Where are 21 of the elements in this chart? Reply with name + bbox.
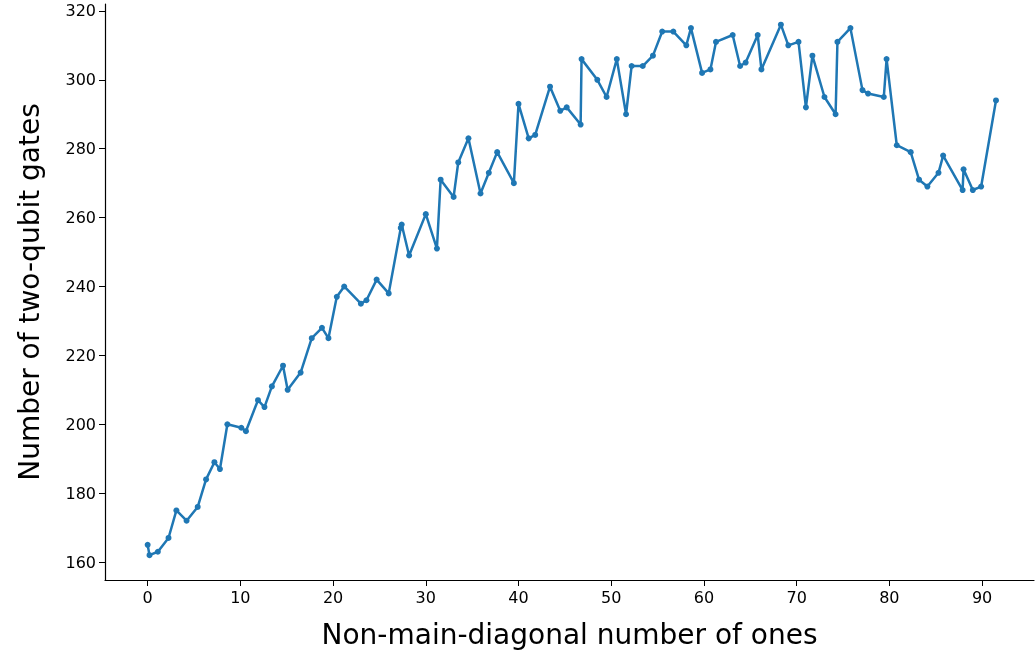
y-axis-title: Number of two-qubit gates	[12, 103, 46, 481]
x-tick-label: 80	[879, 587, 900, 607]
y-tick-label: 180	[65, 483, 96, 503]
y-tick-label: 220	[65, 345, 96, 365]
y-tick-label: 200	[65, 414, 96, 434]
x-tick-label: 60	[693, 587, 715, 607]
x-tick-label: 30	[415, 587, 436, 607]
y-tick-label: 240	[65, 276, 96, 296]
y-tick-label: 260	[65, 208, 96, 228]
x-tick-label: 50	[601, 587, 622, 607]
x-tick-label: 20	[322, 587, 344, 607]
x-tick-label: 40	[508, 587, 529, 607]
y-tick-label: 300	[65, 70, 96, 90]
y-tick-label: 160	[65, 552, 96, 572]
x-axis-title: Non-main-diagonal number of ones	[321, 617, 818, 651]
x-tick-label: 70	[786, 587, 807, 607]
x-tick-label: 90	[971, 587, 993, 607]
y-tick-label: 320	[65, 1, 96, 21]
x-tick-label: 10	[230, 587, 251, 607]
y-tick-label: 280	[65, 139, 96, 159]
x-tick-label: 0	[142, 587, 153, 607]
